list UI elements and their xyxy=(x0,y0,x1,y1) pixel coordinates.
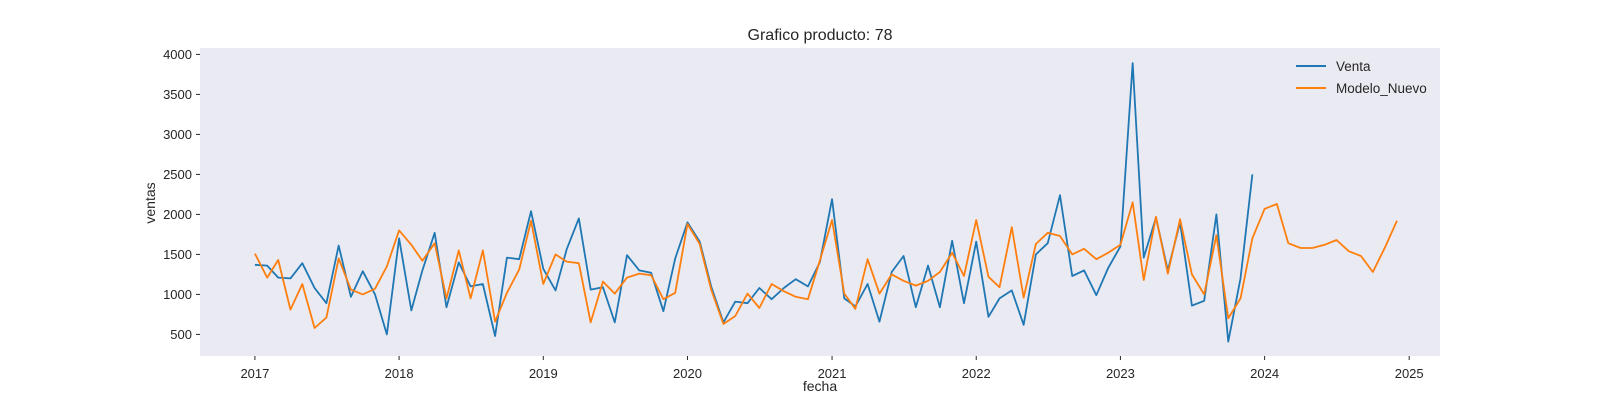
y-axis-label: ventas xyxy=(142,182,158,223)
x-tick-label: 2021 xyxy=(818,366,847,381)
x-tick-label: 2022 xyxy=(962,366,991,381)
y-tick-label: 1000 xyxy=(163,287,192,302)
x-tick-label: 2020 xyxy=(673,366,702,381)
legend-label-modelo-nuevo: Modelo_Nuevo xyxy=(1336,81,1427,96)
y-tick-label: 3000 xyxy=(163,127,192,142)
y-axis-ticks: 500 1000 1500 2000 2500 3000 3500 4000 xyxy=(163,47,200,342)
x-tick-label: 2017 xyxy=(240,366,269,381)
y-tick-label: 1500 xyxy=(163,247,192,262)
series-line-venta xyxy=(254,62,1254,343)
y-tick-label: 2500 xyxy=(163,167,192,182)
x-axis-ticks: 2017 2018 2019 2020 2021 2022 2023 2024 2025 xyxy=(240,356,1424,381)
series-layer xyxy=(254,62,1398,343)
chart-title: Grafico producto: 78 xyxy=(748,27,893,44)
x-tick-label: 2025 xyxy=(1395,366,1424,381)
x-tick-label: 2019 xyxy=(529,366,558,381)
y-tick-label: 2000 xyxy=(163,207,192,222)
legend: Venta Modelo_Nuevo xyxy=(1296,59,1427,96)
y-tick-label: 500 xyxy=(170,327,192,342)
y-tick-label: 3500 xyxy=(163,87,192,102)
x-tick-label: 2023 xyxy=(1106,366,1135,381)
x-axis-label: fecha xyxy=(803,378,837,394)
x-tick-label: 2024 xyxy=(1250,366,1279,381)
legend-label-venta: Venta xyxy=(1336,59,1371,74)
x-tick-label: 2018 xyxy=(385,366,414,381)
series-line-modelo-nuevo xyxy=(254,201,1398,329)
plot-area xyxy=(200,48,1440,356)
y-tick-label: 4000 xyxy=(163,47,192,62)
